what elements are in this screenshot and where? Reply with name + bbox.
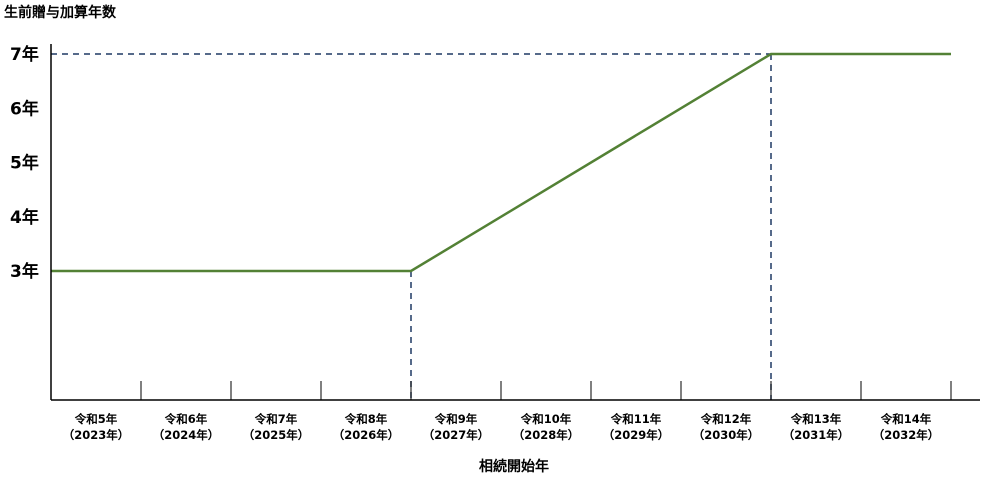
- x-tick-label-era: 令和11年: [610, 412, 662, 426]
- x-tick-label-year: （2027年）: [423, 428, 490, 442]
- reference-lines: [51, 53, 772, 400]
- x-tick-label-year: （2029年）: [603, 428, 670, 442]
- x-tick-label-year: （2026年）: [333, 428, 400, 442]
- y-axis-label: 生前贈与加算年数: [4, 4, 117, 21]
- x-tick-label-era: 令和7年: [254, 412, 298, 426]
- y-tick-label: 7年: [10, 44, 39, 65]
- x-tick-labels: 令和5年 （2023年） 令和6年 （2024年） 令和7年 （2025年） 令和8年 （20…: [63, 412, 940, 442]
- x-tick-label-era: 令和9年: [434, 412, 478, 426]
- y-tick-label: 5年: [10, 153, 39, 174]
- x-tick-label-year: （2025年）: [243, 428, 310, 442]
- x-tick-label-year: （2032年）: [873, 428, 940, 442]
- x-tick-label-era: 令和10年: [520, 412, 572, 426]
- x-tick-label-year: （2028年）: [513, 428, 580, 442]
- x-tick-label-year: （2023年）: [63, 428, 130, 442]
- x-tick-label-era: 令和14年: [880, 412, 932, 426]
- x-tick-label-era: 令和12年: [700, 412, 752, 426]
- x-tick-label-era: 令和6年: [164, 412, 208, 426]
- series-layer: [51, 52, 951, 273]
- x-tick-label-year: （2031年）: [783, 428, 850, 442]
- y-tick-label: 4年: [10, 207, 39, 228]
- x-tick-label-era: 令和5年: [74, 412, 118, 426]
- y-tick-labels: 3年 4年 5年 6年 7年: [10, 44, 39, 282]
- series-line-0: [51, 52, 951, 273]
- x-axis-label: 相続開始年: [479, 458, 549, 475]
- x-tick-label-era: 令和13年: [790, 412, 842, 426]
- x-tick-label-year: （2030年）: [693, 428, 760, 442]
- axes: [50, 44, 980, 401]
- y-tick-label: 3年: [10, 261, 39, 282]
- x-tick-label-year: （2024年）: [153, 428, 220, 442]
- y-tick-label: 6年: [10, 98, 39, 119]
- x-tick-label-era: 令和8年: [344, 412, 388, 426]
